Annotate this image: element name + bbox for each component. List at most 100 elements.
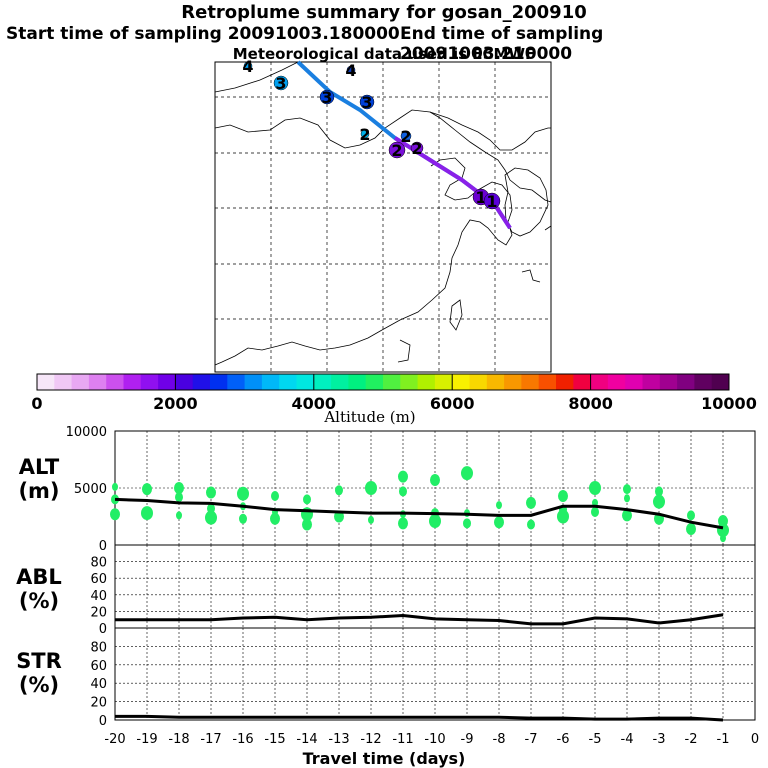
alt-panel: 0 5000 10000 [66,425,756,554]
colorbar-swatch [486,374,505,390]
colorbar-swatch [400,374,419,390]
x-tick-label: -3 [653,732,666,747]
trajectory-marker [243,61,253,71]
scatter-point [142,483,152,496]
y-tick-label: 80 [90,556,107,571]
end-time-label: End time of sampling 20091003.210000 [400,24,604,64]
coastline [397,339,411,363]
colorbar-swatch [469,374,488,390]
colorbar-tick-label: 0 [31,394,42,413]
scatter-point [176,511,182,520]
trajectory-marker-label: 3 [321,88,332,107]
x-tick-label: 0 [751,732,759,747]
korea-coast [504,167,549,237]
y-tick-label: 0 [99,539,107,554]
scatter-point [110,508,120,521]
scatter-point [527,519,535,530]
colorbar-swatch [417,374,436,390]
x-tick-label: -5 [589,732,602,747]
border-line [214,109,551,151]
x-tick-label: -9 [461,732,474,747]
scatter-point [112,482,118,491]
scatter-point [270,512,280,525]
trajectory-marker [359,94,375,110]
x-tick-label: -2 [685,732,698,747]
colorbar-swatch [383,374,401,390]
trajectory-marker [483,192,501,210]
colorbar-swatch [175,374,194,390]
trajectory-marker-label: 3 [275,74,286,93]
colorbar-swatch [504,374,522,390]
colorbar-swatch [607,374,626,390]
colorbar-swatch [227,374,246,390]
scatter-point [335,485,343,496]
colorbar-swatch [54,374,73,390]
str-label-line1: STR [16,649,62,673]
x-tick-label: -17 [200,732,221,747]
abl-label-line1: ABL [16,565,62,589]
trajectory-marker [319,89,335,105]
y-tick-label: 60 [90,659,107,674]
chart-title: Retroplume summary for gosan_200910 [181,2,587,23]
colorbar-swatch [296,374,315,390]
colorbar-swatch [452,374,470,390]
start-time-label: Start time of sampling 20091003.180000 [6,24,400,44]
abl-panel-label: ABL (%) [4,565,74,613]
series-line [115,613,724,626]
scatter-point [175,492,183,503]
scatter-point [365,481,377,495]
colorbar-swatch [313,374,332,390]
x-tick-label: -16 [232,732,253,747]
colorbar-tick-label: 10000 [701,394,757,413]
x-axis-label: Travel time (days) [302,749,466,768]
y-tick-label: 20 [90,696,107,711]
trajectory-marker-label: 1 [475,188,486,207]
colorbar-swatch [365,374,384,390]
scatter-point [368,515,374,524]
scatter-point [718,515,728,528]
colorbar: 0 2000 4000 6000 8000 10000 [31,373,757,413]
scatter-point [398,470,408,483]
colorbar-swatch [106,374,124,390]
x-tick-label: -13 [328,732,349,747]
y-tick-label: 40 [90,589,107,604]
x-tick-label: -4 [621,732,634,747]
alt-label-line1: ALT [18,455,60,479]
border-line [214,61,299,93]
trajectory-marker-label: 4 [242,57,253,76]
y-tick-label: 10000 [66,425,107,440]
scatter-point [398,517,408,530]
scatter-point [687,510,695,521]
scatter-point [271,490,279,501]
trajectory-marker-label: 1 [486,192,497,211]
colorbar-swatch [556,374,574,390]
colorbar-swatch [192,374,211,390]
colorbar-swatch [279,374,297,390]
coastline [214,157,513,366]
colorbar-swatch [88,374,107,390]
scatter-point [624,494,630,503]
scatter-point [141,506,153,521]
scatter-point [558,489,568,502]
scatter-point [237,486,249,501]
scatter-point [589,481,601,495]
scatter-point [461,466,473,481]
trajectory-marker [388,141,406,159]
colorbar-swatch [158,374,176,390]
x-tick-label: -20 [104,732,125,747]
colorbar-swatch [659,374,678,390]
trajectory-marker-label: 2 [359,125,370,144]
trajectory-marker [273,75,289,91]
map-grid [215,62,551,372]
y-tick-label: 0 [99,622,107,637]
series-line [114,497,724,530]
x-tick-label: -14 [296,732,317,747]
colorbar-tick-label: 8000 [568,394,613,413]
x-tick-label: -12 [360,732,381,747]
colorbar-swatch [348,374,367,390]
scatter-point [303,494,311,505]
scatter-point [591,506,599,517]
